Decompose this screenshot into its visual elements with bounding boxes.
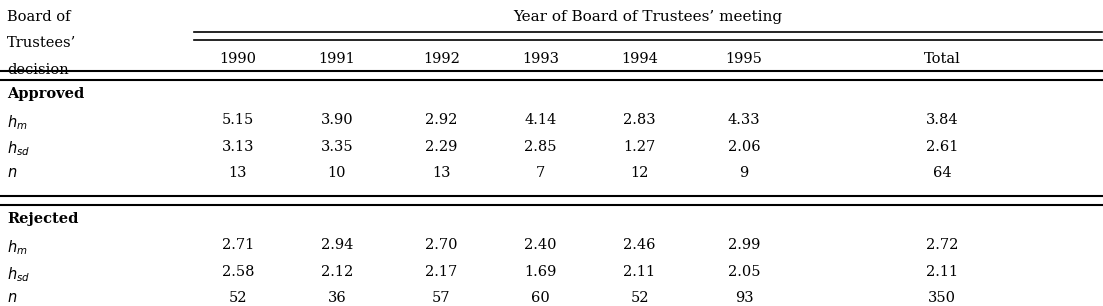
Text: 13: 13 [228, 166, 247, 180]
Text: decision: decision [7, 63, 68, 77]
Text: 2.72: 2.72 [925, 238, 959, 252]
Text: 7: 7 [536, 166, 545, 180]
Text: 4.14: 4.14 [524, 113, 557, 127]
Text: 3.35: 3.35 [321, 140, 353, 154]
Text: 350: 350 [928, 291, 956, 305]
Text: Approved: Approved [7, 87, 84, 101]
Text: 2.99: 2.99 [728, 238, 760, 252]
Text: 3.13: 3.13 [222, 140, 254, 154]
Text: 2.17: 2.17 [426, 265, 458, 279]
Text: $h_m$: $h_m$ [7, 238, 28, 257]
Text: $h_m$: $h_m$ [7, 113, 28, 132]
Text: 2.11: 2.11 [623, 265, 655, 279]
Text: 2.58: 2.58 [222, 265, 254, 279]
Text: 1994: 1994 [621, 52, 658, 66]
Text: 1990: 1990 [219, 52, 256, 66]
Text: 2.05: 2.05 [728, 265, 760, 279]
Text: 2.94: 2.94 [321, 238, 353, 252]
Text: 9: 9 [739, 166, 749, 180]
Text: 2.29: 2.29 [426, 140, 458, 154]
Text: 5.15: 5.15 [222, 113, 254, 127]
Text: 2.85: 2.85 [524, 140, 557, 154]
Text: 4.33: 4.33 [728, 113, 760, 127]
Text: 57: 57 [432, 291, 451, 305]
Text: 3.84: 3.84 [925, 113, 959, 127]
Text: 52: 52 [228, 291, 247, 305]
Text: 2.71: 2.71 [222, 238, 254, 252]
Text: 2.61: 2.61 [925, 140, 959, 154]
Text: Rejected: Rejected [7, 212, 78, 226]
Text: 1991: 1991 [319, 52, 355, 66]
Text: 1995: 1995 [726, 52, 762, 66]
Text: 2.40: 2.40 [524, 238, 557, 252]
Text: 2.70: 2.70 [426, 238, 458, 252]
Text: 1992: 1992 [424, 52, 460, 66]
Text: $n$: $n$ [7, 291, 18, 305]
Text: 10: 10 [328, 166, 346, 180]
Text: 2.46: 2.46 [623, 238, 656, 252]
Text: 1.69: 1.69 [524, 265, 557, 279]
Text: 1.27: 1.27 [623, 140, 655, 154]
Text: Trustees’: Trustees’ [7, 36, 76, 50]
Text: 1993: 1993 [522, 52, 559, 66]
Text: Year of Board of Trustees’ meeting: Year of Board of Trustees’ meeting [513, 10, 782, 24]
Text: 64: 64 [933, 166, 952, 180]
Text: 52: 52 [630, 291, 649, 305]
Text: 60: 60 [532, 291, 550, 305]
Text: 2.12: 2.12 [321, 265, 353, 279]
Text: 3.90: 3.90 [321, 113, 353, 127]
Text: $n$: $n$ [7, 166, 18, 180]
Text: 2.83: 2.83 [623, 113, 656, 127]
Text: 2.92: 2.92 [426, 113, 458, 127]
Text: 36: 36 [328, 291, 346, 305]
Text: 13: 13 [432, 166, 451, 180]
Text: 93: 93 [735, 291, 753, 305]
Text: 2.06: 2.06 [728, 140, 760, 154]
Text: $h_{sd}$: $h_{sd}$ [7, 140, 30, 158]
Text: Total: Total [923, 52, 961, 66]
Text: $h_{sd}$: $h_{sd}$ [7, 265, 30, 284]
Text: 2.11: 2.11 [927, 265, 959, 279]
Text: Board of: Board of [7, 10, 71, 24]
Text: 12: 12 [630, 166, 649, 180]
